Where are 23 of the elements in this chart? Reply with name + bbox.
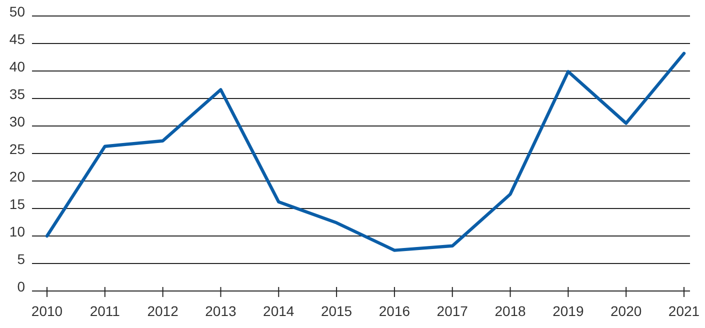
x-tick-label: 2015 — [320, 303, 352, 319]
y-tick-label: 35 — [9, 86, 26, 102]
y-tick-label: 0 — [17, 278, 26, 295]
y-tick-label: 50 — [9, 4, 26, 20]
x-tick-label: 2012 — [147, 303, 179, 319]
x-tick-label: 2017 — [436, 303, 468, 319]
y-tick-label: 5 — [17, 251, 26, 268]
x-tick-label: 2011 — [90, 303, 120, 319]
y-tick-label: 20 — [9, 168, 26, 185]
x-tick-label: 2013 — [205, 303, 237, 319]
x-tick-label: 2010 — [31, 303, 63, 319]
y-tick-label: 45 — [9, 31, 26, 48]
x-tick-label: 2016 — [378, 303, 410, 319]
x-tick-label: 2020 — [610, 303, 642, 319]
x-tick-label: 2014 — [263, 303, 294, 319]
y-tick-label: 40 — [9, 58, 26, 75]
y-tick-label: 10 — [9, 224, 26, 240]
x-tick-label: 2019 — [552, 303, 584, 319]
x-tick-label: 2021 — [668, 303, 700, 319]
y-tick-label: 25 — [9, 141, 26, 158]
y-tick-label: 15 — [9, 196, 26, 212]
x-tick-label: 2018 — [494, 303, 526, 319]
y-tick-label: 30 — [9, 114, 26, 130]
